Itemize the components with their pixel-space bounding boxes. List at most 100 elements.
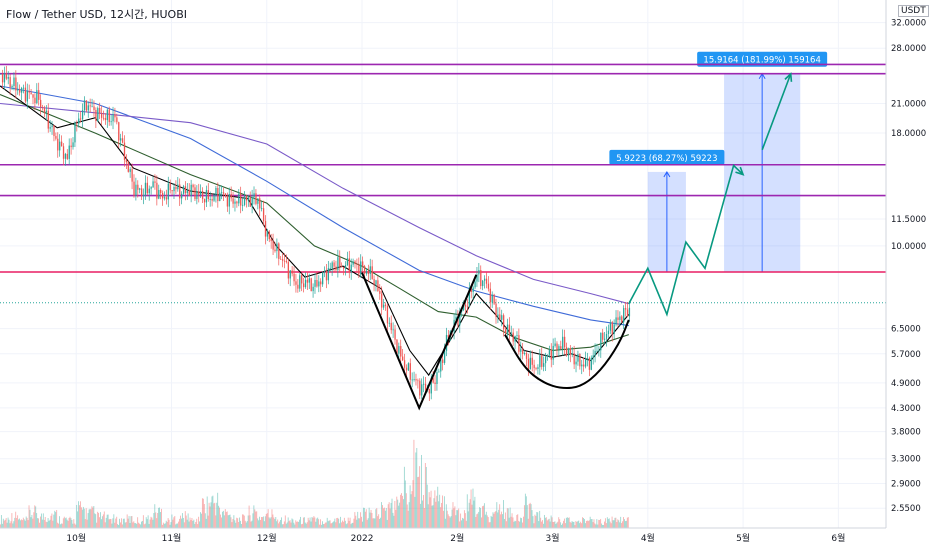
candle-body <box>135 184 137 196</box>
candle-body <box>207 190 209 200</box>
candle-body <box>219 192 221 202</box>
candle-body <box>158 189 160 199</box>
volume-bar <box>404 480 406 528</box>
volume-bar <box>145 517 147 528</box>
candle-body <box>285 261 288 263</box>
candle-body <box>533 364 535 369</box>
volume-bar <box>229 514 231 528</box>
candle-body <box>573 353 575 365</box>
candle-body <box>523 353 526 354</box>
candle-body <box>304 279 307 288</box>
volume-bar <box>70 518 72 528</box>
volume-bar <box>425 466 427 528</box>
candle-body <box>110 121 112 123</box>
volume-bar <box>393 515 395 528</box>
ma-blue <box>0 85 629 327</box>
volume-bar <box>206 496 208 528</box>
volume-bar <box>219 507 221 528</box>
volume-bar <box>241 523 242 528</box>
volume-bar <box>258 520 260 528</box>
candle-body <box>20 87 23 93</box>
volume-bar <box>536 512 538 528</box>
candle-body <box>466 306 469 308</box>
volume-bar <box>271 509 273 528</box>
volume-bar <box>552 521 554 528</box>
candle-body <box>184 186 187 194</box>
currency-unit-button[interactable]: USDT <box>898 5 929 17</box>
volume-bar <box>283 521 285 528</box>
candle-body <box>388 322 390 324</box>
volume-bar <box>268 517 270 528</box>
volume-bar <box>64 518 66 528</box>
volume-bar <box>261 517 263 528</box>
volume-bar <box>501 511 503 528</box>
candle-body <box>455 316 457 320</box>
volume-bar <box>367 518 369 528</box>
volume-bar <box>587 521 589 528</box>
volume-bar <box>21 520 23 528</box>
candle-body <box>537 367 539 369</box>
candle-body <box>55 136 57 139</box>
volume-bar <box>2 518 4 528</box>
candle-body <box>520 349 522 352</box>
volume-bar <box>274 519 276 528</box>
candle-body <box>266 231 269 237</box>
volume-bar <box>344 520 346 528</box>
candle-body <box>554 343 556 346</box>
candle-body <box>17 89 19 91</box>
volume-bar <box>583 517 584 528</box>
volume-bar <box>239 517 241 528</box>
time-tick-label: 4월 <box>641 532 655 544</box>
time-tick-label: 3월 <box>546 532 560 544</box>
volume-bar <box>127 518 129 528</box>
candle-body <box>181 193 183 199</box>
candle-body <box>205 190 208 203</box>
volume-bar <box>0 515 2 528</box>
candle-body <box>367 270 370 275</box>
volume-bar <box>322 524 324 528</box>
volume-bar <box>515 521 517 528</box>
volume-bar <box>574 525 576 528</box>
candle-body <box>5 73 8 79</box>
volume-bar <box>46 522 48 528</box>
candle-body <box>483 278 486 281</box>
volume-bar <box>92 507 94 528</box>
candle-body <box>3 73 6 83</box>
volume-bar <box>37 518 39 528</box>
volume-bar <box>180 515 181 528</box>
volume-bar <box>479 507 481 528</box>
volume-bar <box>334 518 336 528</box>
volume-bar <box>301 524 302 528</box>
volume-bar <box>304 522 306 528</box>
volume-bar <box>285 523 287 528</box>
ma-black <box>0 85 630 377</box>
volume-bar <box>500 514 502 528</box>
volume-bar <box>627 517 629 528</box>
volume-bar <box>485 511 487 528</box>
volume-bar <box>33 512 35 528</box>
candle-body <box>83 100 86 111</box>
candle-body <box>226 196 229 207</box>
volume-bar <box>317 517 319 528</box>
time-axis: 10월 11월 12월 2022 2월 3월 4월 5월 6월 <box>0 527 932 550</box>
volume-bar <box>539 510 541 528</box>
volume-bar <box>550 515 552 528</box>
candle-body <box>362 261 364 267</box>
volume-bar <box>368 507 370 528</box>
volume-bar <box>276 521 278 528</box>
candle-body <box>276 243 278 252</box>
candle-body <box>236 201 238 204</box>
candle-body <box>299 275 301 289</box>
candle-body <box>85 100 88 111</box>
volume-bar <box>139 523 140 528</box>
candle-body <box>194 187 196 200</box>
volume-bar <box>558 517 560 528</box>
volume-bar <box>448 516 450 528</box>
candle-body <box>339 257 341 267</box>
volume-bar <box>292 519 294 528</box>
candle-body <box>350 264 352 273</box>
candle-body <box>308 278 310 283</box>
candle-body <box>506 324 509 334</box>
volume-bar <box>298 521 300 528</box>
